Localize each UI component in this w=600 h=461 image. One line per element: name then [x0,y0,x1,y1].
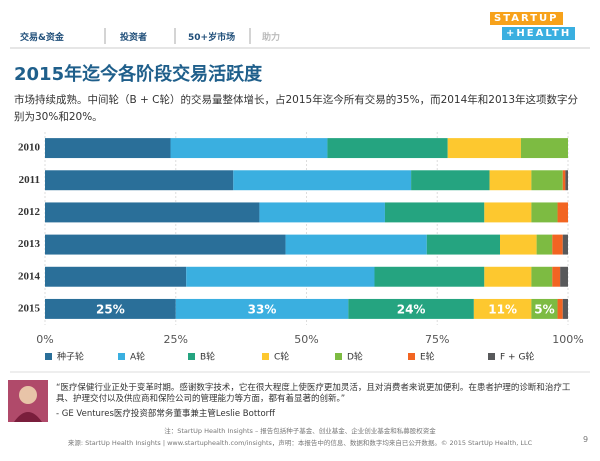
bar-segment [45,298,176,319]
legend-swatch [488,353,495,360]
legend-swatch [188,353,195,360]
footer-note: 注：StartUp Health Insights – 报告包括种子基金、创业基… [164,427,436,435]
data-label: 11% [488,302,517,316]
y-tick-label: 2015 [18,302,41,314]
y-tick-label: 2013 [18,238,41,250]
nav-tab[interactable]: 助力 [262,33,281,43]
bar-segment [233,170,412,191]
nav-tab[interactable]: 投资者 [120,33,148,43]
bar-segment [500,234,537,255]
bar-segment [489,170,532,191]
chart-subtitle: 市场持续成熟。中间轮（B + C轮）的交易量整体增长，占2015年迄今所有交易的… [14,94,579,123]
logo-top: STARTUP [490,12,563,25]
bar-segment [45,234,286,255]
bar-segment [531,202,558,223]
portrait-body [14,412,42,422]
y-tick-label: 2010 [18,142,41,154]
footer-source: 来源: StartUp Health Insights | www.startu… [67,439,533,447]
x-tick-label: 50% [294,333,318,346]
bar-segment [562,298,568,319]
bar-segment [170,138,328,159]
logo-bottom: +HEALTH [502,27,576,40]
x-tick-label: 75% [425,333,449,346]
legend-label: B轮 [200,351,215,363]
legend-swatch [118,353,125,360]
bar-segment [557,202,568,223]
bar-segment [552,234,563,255]
bar-segment [484,266,532,287]
y-tick-label: 2011 [19,174,40,186]
bar-segment [285,234,427,255]
bar-segment [473,298,532,319]
bar-segment [560,266,568,287]
quote-author: - GE Ventures医疗投资部常务董事兼主管Leslie Bottorff [56,409,276,419]
bar-segment [565,170,568,191]
legend-label: 种子轮 [57,351,84,363]
nav-tab[interactable]: 交易&资金 [20,33,64,43]
bar-segment [562,170,566,191]
data-label: 24% [397,302,426,316]
quote-text: “医疗保健行业正处于变革时期。感谢数字技术，它在很大程度上使医疗更加灵活，且对消… [56,383,571,404]
x-tick-label: 25% [164,333,188,346]
chart-title: 2015年迄今各阶段交易活跃度 [14,64,263,85]
bar-segment [531,170,563,191]
data-label: 5% [534,302,554,316]
bar-segment [186,266,375,287]
bar-segment [45,170,234,191]
bar-segment [531,266,553,287]
bar-segment [520,138,568,159]
bar-segment [562,234,568,255]
bar-segment [45,266,187,287]
bar-segment [531,298,558,319]
bar-segment [175,298,349,319]
y-tick-label: 2012 [18,206,41,218]
bar-segment [384,202,485,223]
bar-segment [45,202,260,223]
nav-tab[interactable]: 50+岁市场 [188,33,236,43]
bar-segment [327,138,448,159]
bar-segment [552,266,561,287]
bar-segment [259,202,385,223]
portrait-face [19,386,37,404]
x-tick-label: 100% [552,333,583,346]
data-label: 33% [248,302,277,316]
legend-label: D轮 [347,351,363,363]
bar-segment [557,298,563,319]
bar-segment [484,202,532,223]
bar-segment [536,234,553,255]
legend-swatch [408,353,415,360]
legend-label: A轮 [130,351,145,363]
data-label: 25% [96,302,125,316]
x-tick-label: 0% [36,333,53,346]
bar-segment [348,298,474,319]
page-number: 9 [583,435,589,444]
legend-label: F + G轮 [500,351,534,363]
legend-label: E轮 [420,351,435,363]
y-tick-label: 2014 [18,270,41,282]
bar-segment [411,170,490,191]
legend-swatch [45,353,52,360]
bar-segment [374,266,485,287]
legend-swatch [262,353,269,360]
legend-label: C轮 [274,351,289,363]
bar-segment [45,138,171,159]
bar-segment [426,234,501,255]
bar-segment [447,138,521,159]
legend-swatch [335,353,342,360]
